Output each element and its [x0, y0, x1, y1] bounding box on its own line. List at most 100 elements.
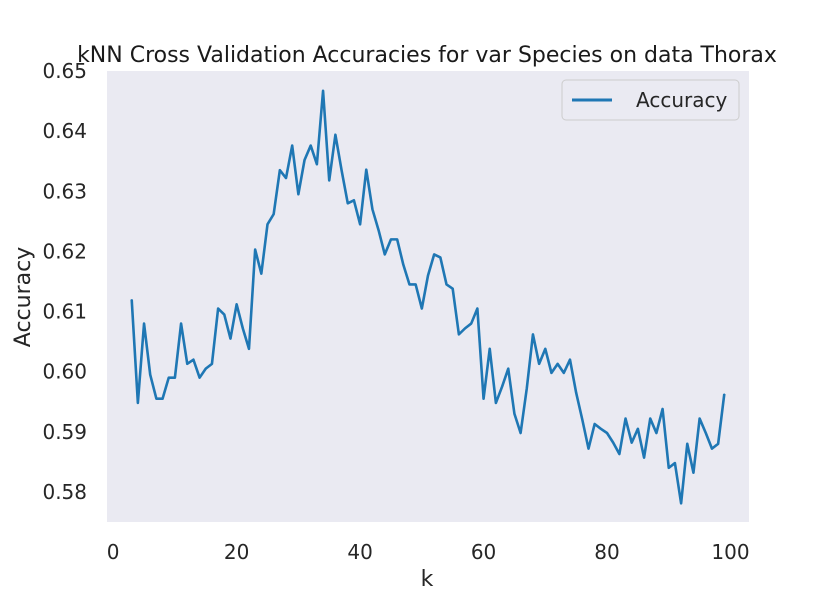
data-point: [637, 428, 639, 430]
data-point: [365, 169, 367, 171]
data-point: [649, 418, 651, 420]
y-tick-label: 0.61: [42, 300, 87, 324]
data-point: [155, 398, 157, 400]
data-point: [538, 363, 540, 365]
data-point: [353, 199, 355, 201]
data-point: [310, 145, 312, 147]
data-point: [557, 363, 559, 365]
data-point: [569, 359, 571, 361]
data-point: [149, 374, 151, 376]
data-point: [267, 223, 268, 225]
data-point: [476, 308, 478, 310]
data-point: [618, 453, 620, 455]
data-point: [304, 159, 306, 161]
data-point: [433, 253, 435, 255]
data-point: [674, 462, 676, 464]
data-point: [464, 327, 466, 329]
data-point: [563, 372, 565, 374]
data-point: [458, 333, 460, 335]
data-point: [415, 283, 417, 285]
data-point: [229, 338, 231, 340]
data-point: [341, 169, 343, 171]
data-point: [285, 177, 287, 179]
legend-label: Accuracy: [636, 88, 727, 112]
data-point: [402, 264, 404, 266]
data-point: [575, 392, 577, 394]
data-point: [581, 419, 583, 421]
data-point: [717, 443, 719, 445]
data-point: [526, 388, 528, 389]
chart-title: kNN Cross Validation Accuracies for var …: [77, 43, 777, 68]
x-tick-label: 0: [107, 540, 120, 564]
x-tick-label: 40: [347, 540, 372, 564]
data-point: [205, 368, 207, 370]
data-point: [186, 363, 188, 365]
data-point: [625, 418, 627, 420]
data-point: [168, 377, 170, 379]
data-point: [452, 288, 454, 290]
data-point: [291, 145, 293, 147]
data-point: [513, 413, 515, 415]
data-point: [273, 213, 275, 215]
x-tick-label: 60: [471, 540, 496, 564]
data-point: [489, 348, 491, 350]
y-tick-label: 0.59: [42, 420, 87, 444]
data-point: [588, 448, 589, 450]
plot-area: [107, 71, 749, 522]
legend-box: [561, 79, 740, 121]
data-point: [668, 467, 670, 469]
data-point: [217, 308, 219, 310]
x-tick-label: 100: [711, 540, 749, 564]
x-tick-label: 20: [224, 540, 249, 564]
data-point: [143, 323, 145, 325]
y-axis-ticks: 0.58 0.59 0.60 0.61 0.62 0.63 0.64 0.65: [42, 59, 87, 504]
data-point: [131, 299, 133, 301]
data-point: [600, 428, 602, 430]
legend: Accuracy: [561, 79, 740, 121]
data-point: [594, 423, 596, 425]
data-point: [390, 238, 392, 240]
data-point: [236, 303, 238, 305]
data-point: [711, 448, 713, 450]
data-point: [378, 229, 380, 231]
data-point: [532, 333, 534, 335]
data-point: [211, 363, 213, 365]
data-point: [359, 223, 361, 225]
data-point: [316, 163, 318, 165]
data-point: [279, 169, 281, 171]
y-tick-label: 0.65: [42, 59, 87, 83]
data-point: [384, 253, 386, 255]
data-point: [248, 348, 250, 350]
y-axis-label: Accuracy: [11, 247, 36, 347]
data-point: [180, 323, 182, 325]
data-point: [723, 393, 725, 395]
data-point: [421, 308, 423, 310]
series-layer: [130, 89, 726, 505]
data-point: [662, 408, 664, 410]
data-point: [297, 193, 299, 195]
data-point: [223, 314, 225, 316]
data-point: [705, 432, 707, 434]
data-point: [606, 432, 608, 434]
data-point: [643, 457, 645, 459]
data-point: [174, 377, 176, 379]
data-point: [631, 442, 633, 444]
y-tick-label: 0.64: [42, 119, 87, 143]
data-point: [699, 418, 701, 420]
data-point: [612, 442, 614, 444]
y-tick-label: 0.63: [42, 179, 87, 203]
y-tick-label: 0.60: [42, 360, 87, 384]
data-point: [371, 208, 373, 210]
data-point: [242, 327, 244, 329]
data-point: [192, 359, 194, 361]
data-point: [520, 432, 522, 434]
data-point: [692, 472, 694, 474]
data-point: [396, 238, 398, 240]
data-point: [199, 377, 201, 379]
data-point: [680, 502, 682, 504]
data-point: [162, 398, 164, 400]
data-point: [334, 134, 336, 136]
y-tick-label: 0.62: [42, 239, 87, 263]
data-point: [446, 283, 448, 285]
data-point: [483, 398, 485, 400]
